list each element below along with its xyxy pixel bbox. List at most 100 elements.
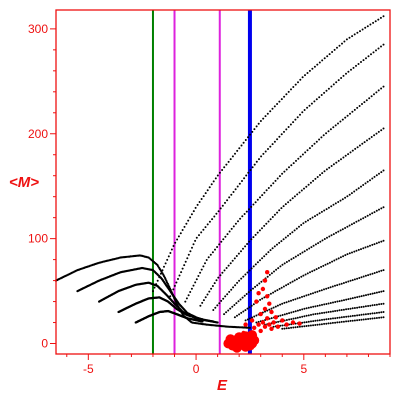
data-point: [279, 314, 282, 317]
data-point: [334, 124, 337, 127]
data-point: [254, 233, 257, 236]
data-point: [332, 233, 335, 236]
data-point: [378, 241, 380, 244]
data-point: [320, 136, 323, 139]
data-point: [367, 313, 370, 315]
data-point: [337, 79, 340, 82]
data-point: [344, 154, 347, 157]
data-point: [337, 122, 339, 125]
y-tick-label: 100: [28, 232, 48, 246]
data-point: [244, 139, 247, 141]
x-axis-label: E: [217, 377, 228, 394]
data-point: [321, 312, 323, 314]
data-point: [308, 104, 311, 107]
data-point: [290, 311, 293, 314]
data-point: [294, 298, 297, 301]
data-point: [228, 230, 231, 233]
data-point: [369, 23, 372, 26]
data-point: [336, 321, 339, 324]
data-point: [370, 136, 373, 138]
data-point: [277, 267, 280, 270]
data-point: [331, 51, 334, 53]
data-point: [276, 138, 279, 141]
data-point: [290, 318, 293, 321]
data-point: [189, 291, 192, 293]
data-point: [344, 254, 347, 257]
plot-frame: [55, 9, 391, 355]
data-point: [366, 25, 369, 28]
data-point: [227, 309, 230, 312]
data-point: [369, 293, 372, 296]
data-point: [360, 306, 363, 308]
data-point: [377, 47, 380, 50]
data-point: [375, 132, 378, 135]
data-point: [306, 248, 308, 251]
data-point: [366, 139, 368, 142]
data-point: [261, 257, 264, 260]
data-point: [240, 144, 243, 147]
data-point: [303, 321, 306, 324]
data-point: [367, 318, 370, 320]
data-point: [302, 274, 305, 277]
vertical-line-layer: [151, 10, 252, 354]
data-point: [306, 149, 309, 152]
data-point: [204, 262, 206, 265]
data-point: [306, 106, 309, 109]
data-point: [212, 309, 215, 311]
data-point: [290, 326, 293, 329]
data-point: [296, 316, 299, 319]
data-point: [172, 288, 175, 291]
data-point: [307, 183, 310, 186]
data-point: [254, 285, 257, 288]
data-point: [285, 312, 288, 315]
data-point: [276, 103, 279, 105]
data-point: [328, 235, 331, 238]
data-point: [233, 257, 236, 260]
data-point: [252, 287, 254, 290]
data-point: [335, 161, 338, 164]
data-point: [311, 144, 314, 147]
data-point: [272, 182, 275, 185]
data-point: [305, 294, 308, 297]
data-point: [349, 112, 351, 115]
data-point: [382, 127, 385, 130]
data-point: [289, 232, 292, 235]
data-point: [228, 290, 231, 293]
data-point: [200, 231, 203, 234]
data-point: [246, 307, 249, 310]
data-point: [294, 326, 297, 329]
data-point: [202, 265, 205, 268]
data-point: [357, 248, 360, 251]
data-point: [351, 110, 354, 113]
data-point: [362, 247, 365, 250]
data-point: [380, 87, 383, 90]
data-point: [339, 256, 342, 259]
data-point: [292, 326, 295, 329]
data-point: [287, 234, 289, 237]
data-point: [364, 318, 367, 321]
data-point: [292, 257, 295, 259]
data-point: [334, 317, 337, 320]
data-point: [305, 307, 308, 310]
data-point: [346, 225, 349, 228]
data-point: [316, 304, 319, 307]
data-point: [221, 169, 224, 171]
data-point: [309, 181, 312, 184]
data-point: [214, 306, 217, 309]
data-point: [280, 286, 283, 289]
data-point: [234, 222, 237, 225]
data-point: [314, 243, 317, 246]
data-point: [225, 163, 228, 166]
highlight-point: [243, 322, 248, 327]
data-point: [187, 294, 190, 297]
data-point: [272, 291, 275, 294]
data-point: [364, 26, 367, 29]
data-point: [269, 145, 272, 148]
data-point: [271, 143, 274, 146]
data-point: [185, 297, 188, 300]
data-point: [336, 46, 338, 49]
data-point: [236, 281, 239, 284]
data-point: [375, 174, 378, 177]
data-point: [373, 272, 376, 274]
